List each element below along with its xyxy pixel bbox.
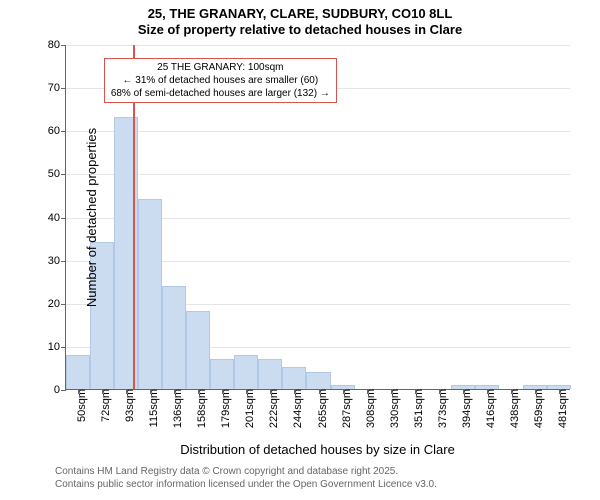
- chart-title-line1: 25, THE GRANARY, CLARE, SUDBURY, CO10 8L…: [0, 6, 600, 22]
- histogram-bar: [210, 359, 234, 389]
- plot-area: 0102030405060708050sqm72sqm93sqm115sqm13…: [65, 45, 570, 390]
- chart-title-line2: Size of property relative to detached ho…: [0, 22, 600, 38]
- histogram-bar: [258, 359, 282, 389]
- x-tick-label: 308sqm: [357, 389, 377, 428]
- x-tick-label: 50sqm: [68, 389, 88, 422]
- x-tick-label: 438sqm: [501, 389, 521, 428]
- y-tick-label: 80: [48, 39, 66, 51]
- x-tick-label: 136sqm: [164, 389, 184, 428]
- y-tick-label: 40: [48, 212, 66, 224]
- y-tick-label: 70: [48, 82, 66, 94]
- x-tick-label: 416sqm: [477, 389, 497, 428]
- x-tick-label: 244sqm: [284, 389, 304, 428]
- chart-title-block: 25, THE GRANARY, CLARE, SUDBURY, CO10 8L…: [0, 6, 600, 39]
- x-tick-label: 481sqm: [549, 389, 569, 428]
- x-tick-label: 394sqm: [453, 389, 473, 428]
- y-tick-label: 20: [48, 298, 66, 310]
- y-tick-label: 50: [48, 168, 66, 180]
- x-tick-label: 158sqm: [188, 389, 208, 428]
- footer-note: Contains HM Land Registry data © Crown c…: [55, 466, 437, 491]
- y-tick-label: 10: [48, 341, 66, 353]
- footer-line2: Contains public sector information licen…: [55, 479, 437, 492]
- x-axis-label: Distribution of detached houses by size …: [65, 442, 570, 457]
- x-tick-label: 330sqm: [381, 389, 401, 428]
- y-tick-label: 0: [54, 384, 66, 396]
- x-tick-label: 287sqm: [333, 389, 353, 428]
- histogram-chart: 25, THE GRANARY, CLARE, SUDBURY, CO10 8L…: [0, 0, 600, 500]
- gridline: [66, 174, 570, 175]
- x-tick-label: 72sqm: [92, 389, 112, 422]
- histogram-bar: [66, 355, 90, 390]
- gridline: [66, 131, 570, 132]
- histogram-bar: [162, 286, 186, 390]
- y-tick-label: 30: [48, 255, 66, 267]
- footer-line1: Contains HM Land Registry data © Crown c…: [55, 466, 437, 479]
- x-tick-label: 115sqm: [140, 389, 160, 427]
- histogram-bar: [282, 367, 306, 389]
- gridline: [66, 45, 570, 46]
- x-tick-label: 179sqm: [212, 389, 232, 428]
- annotation-box: 25 THE GRANARY: 100sqm← 31% of detached …: [104, 58, 337, 103]
- y-axis-label: Number of detached properties: [84, 127, 99, 306]
- x-tick-label: 265sqm: [309, 389, 329, 428]
- annotation-line2: 68% of semi-detached houses are larger (…: [111, 87, 330, 100]
- annotation-line1: ← 31% of detached houses are smaller (60…: [111, 74, 330, 87]
- x-tick-label: 201sqm: [236, 389, 256, 428]
- x-tick-label: 351sqm: [405, 389, 425, 428]
- x-tick-label: 373sqm: [429, 389, 449, 428]
- annotation-title: 25 THE GRANARY: 100sqm: [111, 61, 330, 74]
- histogram-bar: [306, 372, 330, 389]
- x-tick-label: 459sqm: [525, 389, 545, 428]
- y-tick-label: 60: [48, 125, 66, 137]
- x-tick-label: 222sqm: [260, 389, 280, 428]
- histogram-bar: [186, 311, 210, 389]
- histogram-bar: [234, 355, 258, 390]
- x-tick-label: 93sqm: [116, 389, 136, 422]
- histogram-bar: [138, 199, 162, 389]
